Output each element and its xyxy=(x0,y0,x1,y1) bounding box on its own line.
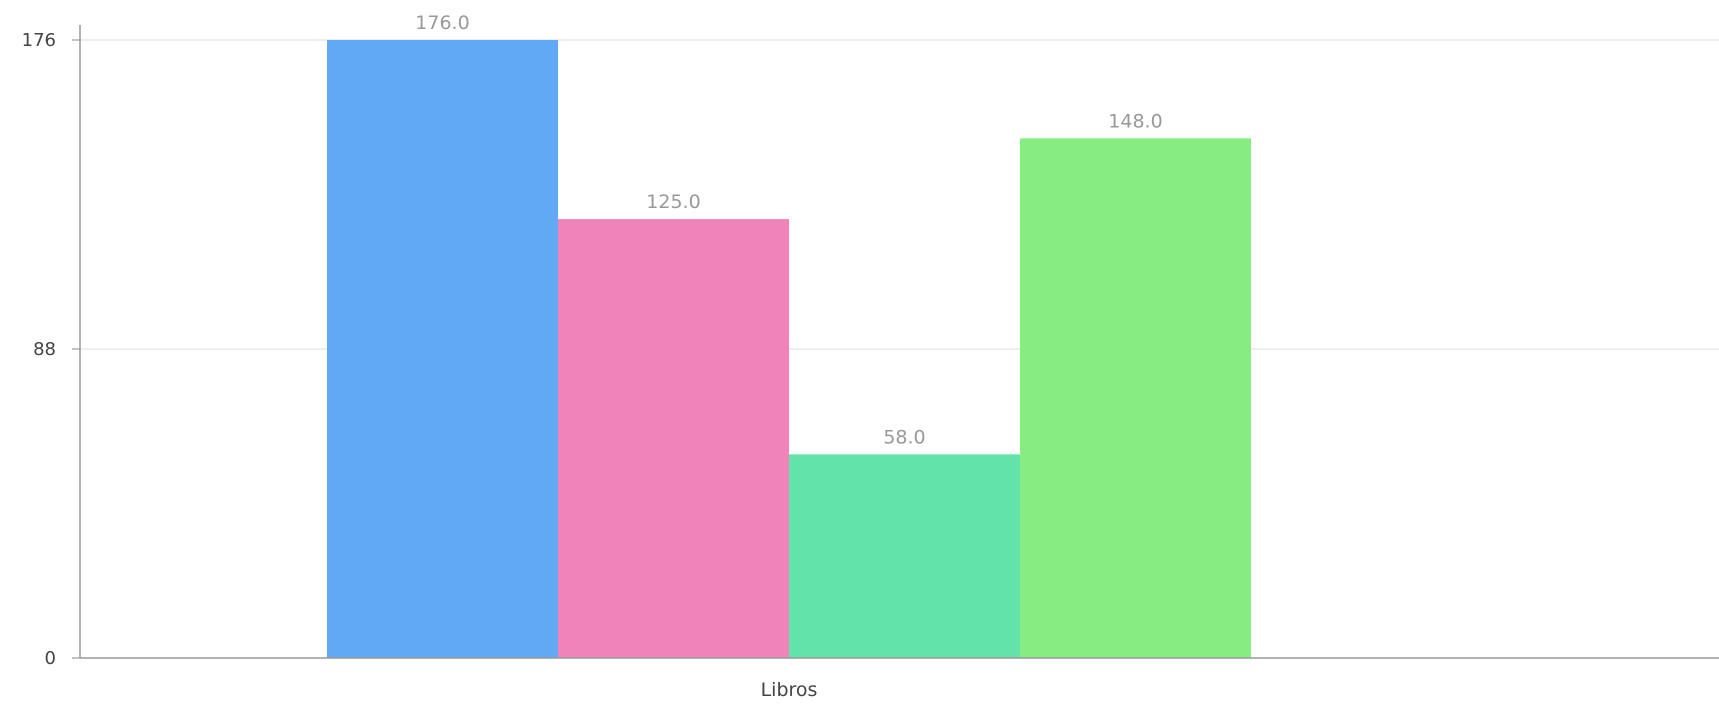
x-categories: Libros xyxy=(761,679,818,701)
data-label: 148.0 xyxy=(1108,110,1162,132)
y-tick-label: 0 xyxy=(45,648,56,669)
gridlines xyxy=(80,39,1719,350)
y-tick-label: 88 xyxy=(33,339,56,360)
y-tick-label: 176 xyxy=(22,30,56,51)
bar xyxy=(789,454,1020,658)
y-ticks: 0 88 176 xyxy=(22,30,80,669)
data-label: 125.0 xyxy=(646,191,700,213)
axes xyxy=(79,25,1719,659)
bar xyxy=(1020,138,1251,658)
bars xyxy=(327,40,1251,659)
bar xyxy=(327,40,558,658)
x-tick-label: Libros xyxy=(761,679,818,701)
bar xyxy=(558,219,789,659)
data-label: 176.0 xyxy=(415,12,469,34)
data-label: 58.0 xyxy=(883,426,925,448)
data-labels: 176.0 125.0 58.0 148.0 xyxy=(415,12,1162,448)
